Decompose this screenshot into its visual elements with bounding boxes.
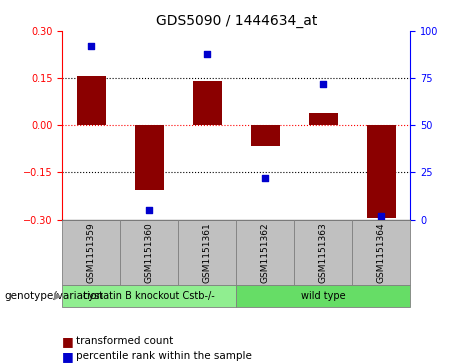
Bar [251, 125, 280, 146]
Text: ■: ■ [62, 350, 74, 363]
Bar [309, 113, 338, 125]
Point [319, 81, 327, 87]
Text: wild type: wild type [301, 291, 346, 301]
Text: GSM1151364: GSM1151364 [377, 222, 386, 283]
Point [204, 50, 211, 56]
Text: transformed count: transformed count [76, 336, 173, 346]
Text: percentile rank within the sample: percentile rank within the sample [76, 351, 252, 362]
Bar [367, 125, 396, 218]
Bar [62, 220, 120, 285]
Text: genotype/variation: genotype/variation [5, 291, 104, 301]
Point [378, 213, 385, 219]
Text: GSM1151359: GSM1151359 [87, 222, 96, 283]
Text: GSM1151362: GSM1151362 [261, 222, 270, 283]
Bar [193, 81, 222, 125]
Text: cystatin B knockout Cstb-/-: cystatin B knockout Cstb-/- [83, 291, 215, 301]
Bar [236, 285, 410, 307]
Bar [62, 285, 236, 307]
Point [146, 207, 153, 213]
Point [261, 175, 269, 181]
Bar [135, 125, 164, 190]
Text: GSM1151363: GSM1151363 [319, 222, 328, 283]
Bar [77, 77, 106, 125]
Bar [236, 220, 294, 285]
Title: GDS5090 / 1444634_at: GDS5090 / 1444634_at [155, 15, 317, 28]
Bar [352, 220, 410, 285]
Bar [120, 220, 178, 285]
Bar [294, 220, 352, 285]
Text: GSM1151360: GSM1151360 [145, 222, 154, 283]
Point [88, 43, 95, 49]
Bar [178, 220, 236, 285]
Text: ■: ■ [62, 335, 74, 348]
Text: ▶: ▶ [54, 291, 61, 301]
Text: GSM1151361: GSM1151361 [203, 222, 212, 283]
